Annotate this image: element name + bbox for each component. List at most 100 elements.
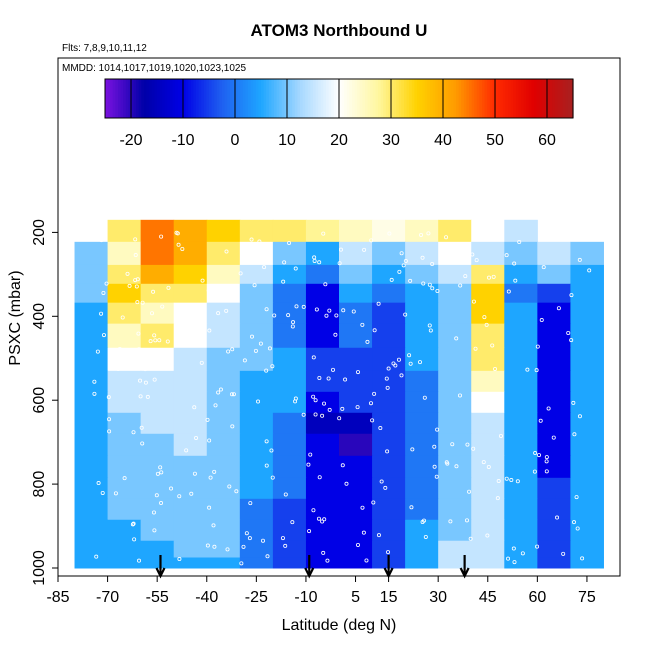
- observation-dot: [216, 311, 221, 316]
- observation-dot: [551, 435, 556, 440]
- x-tick-label: 5: [351, 589, 360, 606]
- observation-dot: [334, 313, 339, 318]
- heatmap-cell: [537, 433, 571, 457]
- observation-dot: [408, 361, 413, 366]
- heatmap-cell: [107, 557, 142, 569]
- observation-dot: [458, 283, 463, 288]
- observation-dot: [311, 394, 316, 399]
- observation-dot: [104, 281, 109, 286]
- observation-dot: [561, 551, 566, 556]
- heatmap-cell: [239, 412, 274, 435]
- observation-dot: [322, 401, 327, 406]
- observation-dot: [139, 425, 144, 430]
- colorbar-segment: [141, 79, 145, 118]
- heatmap-cell: [372, 264, 406, 285]
- observation-dot: [532, 469, 537, 474]
- colorbar-segment: [222, 79, 226, 118]
- heatmap-cell: [140, 391, 175, 414]
- colorbar-segment: [206, 79, 210, 118]
- observation-dot: [316, 516, 321, 521]
- colorbar-segment: [276, 79, 280, 118]
- colorbar-segment: [346, 79, 350, 118]
- heatmap-cell: [140, 241, 175, 266]
- observation-dot: [327, 407, 332, 412]
- observation-dot: [96, 481, 101, 486]
- heatmap-cell: [372, 498, 406, 521]
- colorbar-segment: [271, 79, 275, 118]
- colorbar-segment: [357, 79, 361, 118]
- heatmap-cell: [537, 283, 571, 304]
- heatmap-cell: [206, 412, 241, 435]
- observation-dot: [227, 484, 232, 489]
- observation-dot: [192, 471, 197, 476]
- colorbar-segment: [146, 79, 150, 118]
- heatmap-cell: [239, 519, 274, 542]
- colorbar-segment: [336, 79, 340, 118]
- observation-dot: [224, 249, 229, 254]
- heatmap-cell: [107, 347, 142, 372]
- heatmap-cell: [504, 498, 538, 521]
- heatmap-cell: [173, 412, 208, 435]
- heatmap-cell: [372, 477, 406, 500]
- heatmap-cell: [405, 302, 439, 325]
- observation-dot: [184, 448, 189, 453]
- heatmap-cell: [537, 391, 571, 414]
- observation-dot: [383, 485, 388, 490]
- colorbar-segment: [383, 79, 387, 118]
- colorbar-segment: [175, 79, 179, 118]
- colorbar-segment: [424, 79, 428, 118]
- colorbar-segment: [430, 79, 434, 118]
- observation-dot: [493, 366, 498, 371]
- observation-dot: [566, 231, 571, 236]
- observation-dot: [250, 334, 255, 339]
- heatmap-cell: [173, 433, 208, 457]
- colorbar-segment: [235, 79, 239, 118]
- heatmap-cell: [107, 323, 142, 349]
- colorbar-ticks: -20 -10 0 10 20 30 40 50 60: [119, 79, 556, 149]
- heatmap-cell: [305, 455, 340, 479]
- heatmap-cell: [504, 519, 538, 542]
- colorbar-segment: [224, 79, 228, 118]
- heatmap-cell: [305, 519, 340, 542]
- heatmap-cell: [339, 540, 373, 559]
- observation-dot: [506, 556, 511, 561]
- heatmap-cell: [504, 412, 538, 435]
- heatmap-cell: [471, 455, 505, 479]
- colorbar-segment: [196, 79, 200, 118]
- colorbar-segment: [458, 79, 462, 118]
- observation-dot: [566, 331, 571, 336]
- heatmap-cell: [471, 283, 505, 304]
- observation-dot: [422, 395, 427, 400]
- colorbar-segment: [401, 79, 405, 118]
- heatmap-cell: [405, 557, 439, 569]
- observation-dot: [420, 520, 425, 525]
- observation-dot: [247, 536, 252, 541]
- heatmap-cell: [339, 370, 373, 393]
- heatmap-cell: [504, 477, 538, 500]
- colorbar-segment: [149, 79, 153, 118]
- colorbar-segment: [367, 79, 371, 118]
- observation-dot: [160, 304, 165, 309]
- observation-dot: [107, 417, 112, 422]
- colorbar-segment: [294, 79, 298, 118]
- observation-dot: [158, 465, 163, 470]
- heatmap-cell: [570, 477, 604, 500]
- heatmap-cell: [504, 264, 538, 285]
- x-axis: -85 -70 -55 -40 -25 -10 5 15 30 45 60 75: [46, 576, 596, 606]
- heatmap-cell: [173, 519, 208, 542]
- observation-dot: [409, 505, 414, 510]
- heatmap-cell: [206, 391, 241, 414]
- colorbar-segment: [466, 79, 470, 118]
- y-tick-label: 800: [31, 471, 48, 498]
- heatmap-cell: [471, 557, 505, 569]
- observation-dot: [426, 231, 431, 236]
- colorbar-segment: [495, 79, 499, 118]
- heatmap-cell: [140, 557, 175, 569]
- observation-dot: [513, 278, 518, 283]
- heatmap-cell: [107, 241, 142, 266]
- heatmap-cell: [537, 370, 571, 393]
- observation-dot: [333, 332, 338, 337]
- heatmap-cell: [272, 519, 307, 542]
- heatmap-cell: [107, 370, 142, 393]
- observation-dot: [432, 444, 437, 449]
